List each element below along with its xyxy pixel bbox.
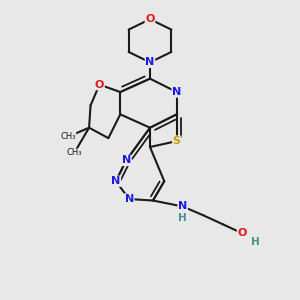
Text: N: N <box>172 87 182 97</box>
Text: N: N <box>124 194 134 204</box>
Text: N: N <box>122 155 131 165</box>
Text: N: N <box>146 57 154 67</box>
Text: N: N <box>178 202 187 212</box>
Text: O: O <box>145 14 155 24</box>
Text: H: H <box>178 213 187 224</box>
Text: CH₃: CH₃ <box>67 148 82 158</box>
Text: N: N <box>111 176 120 186</box>
Text: S: S <box>173 136 181 146</box>
Text: O: O <box>238 228 247 238</box>
Text: CH₃: CH₃ <box>61 132 76 141</box>
Text: O: O <box>95 80 104 90</box>
Text: H: H <box>251 237 260 247</box>
